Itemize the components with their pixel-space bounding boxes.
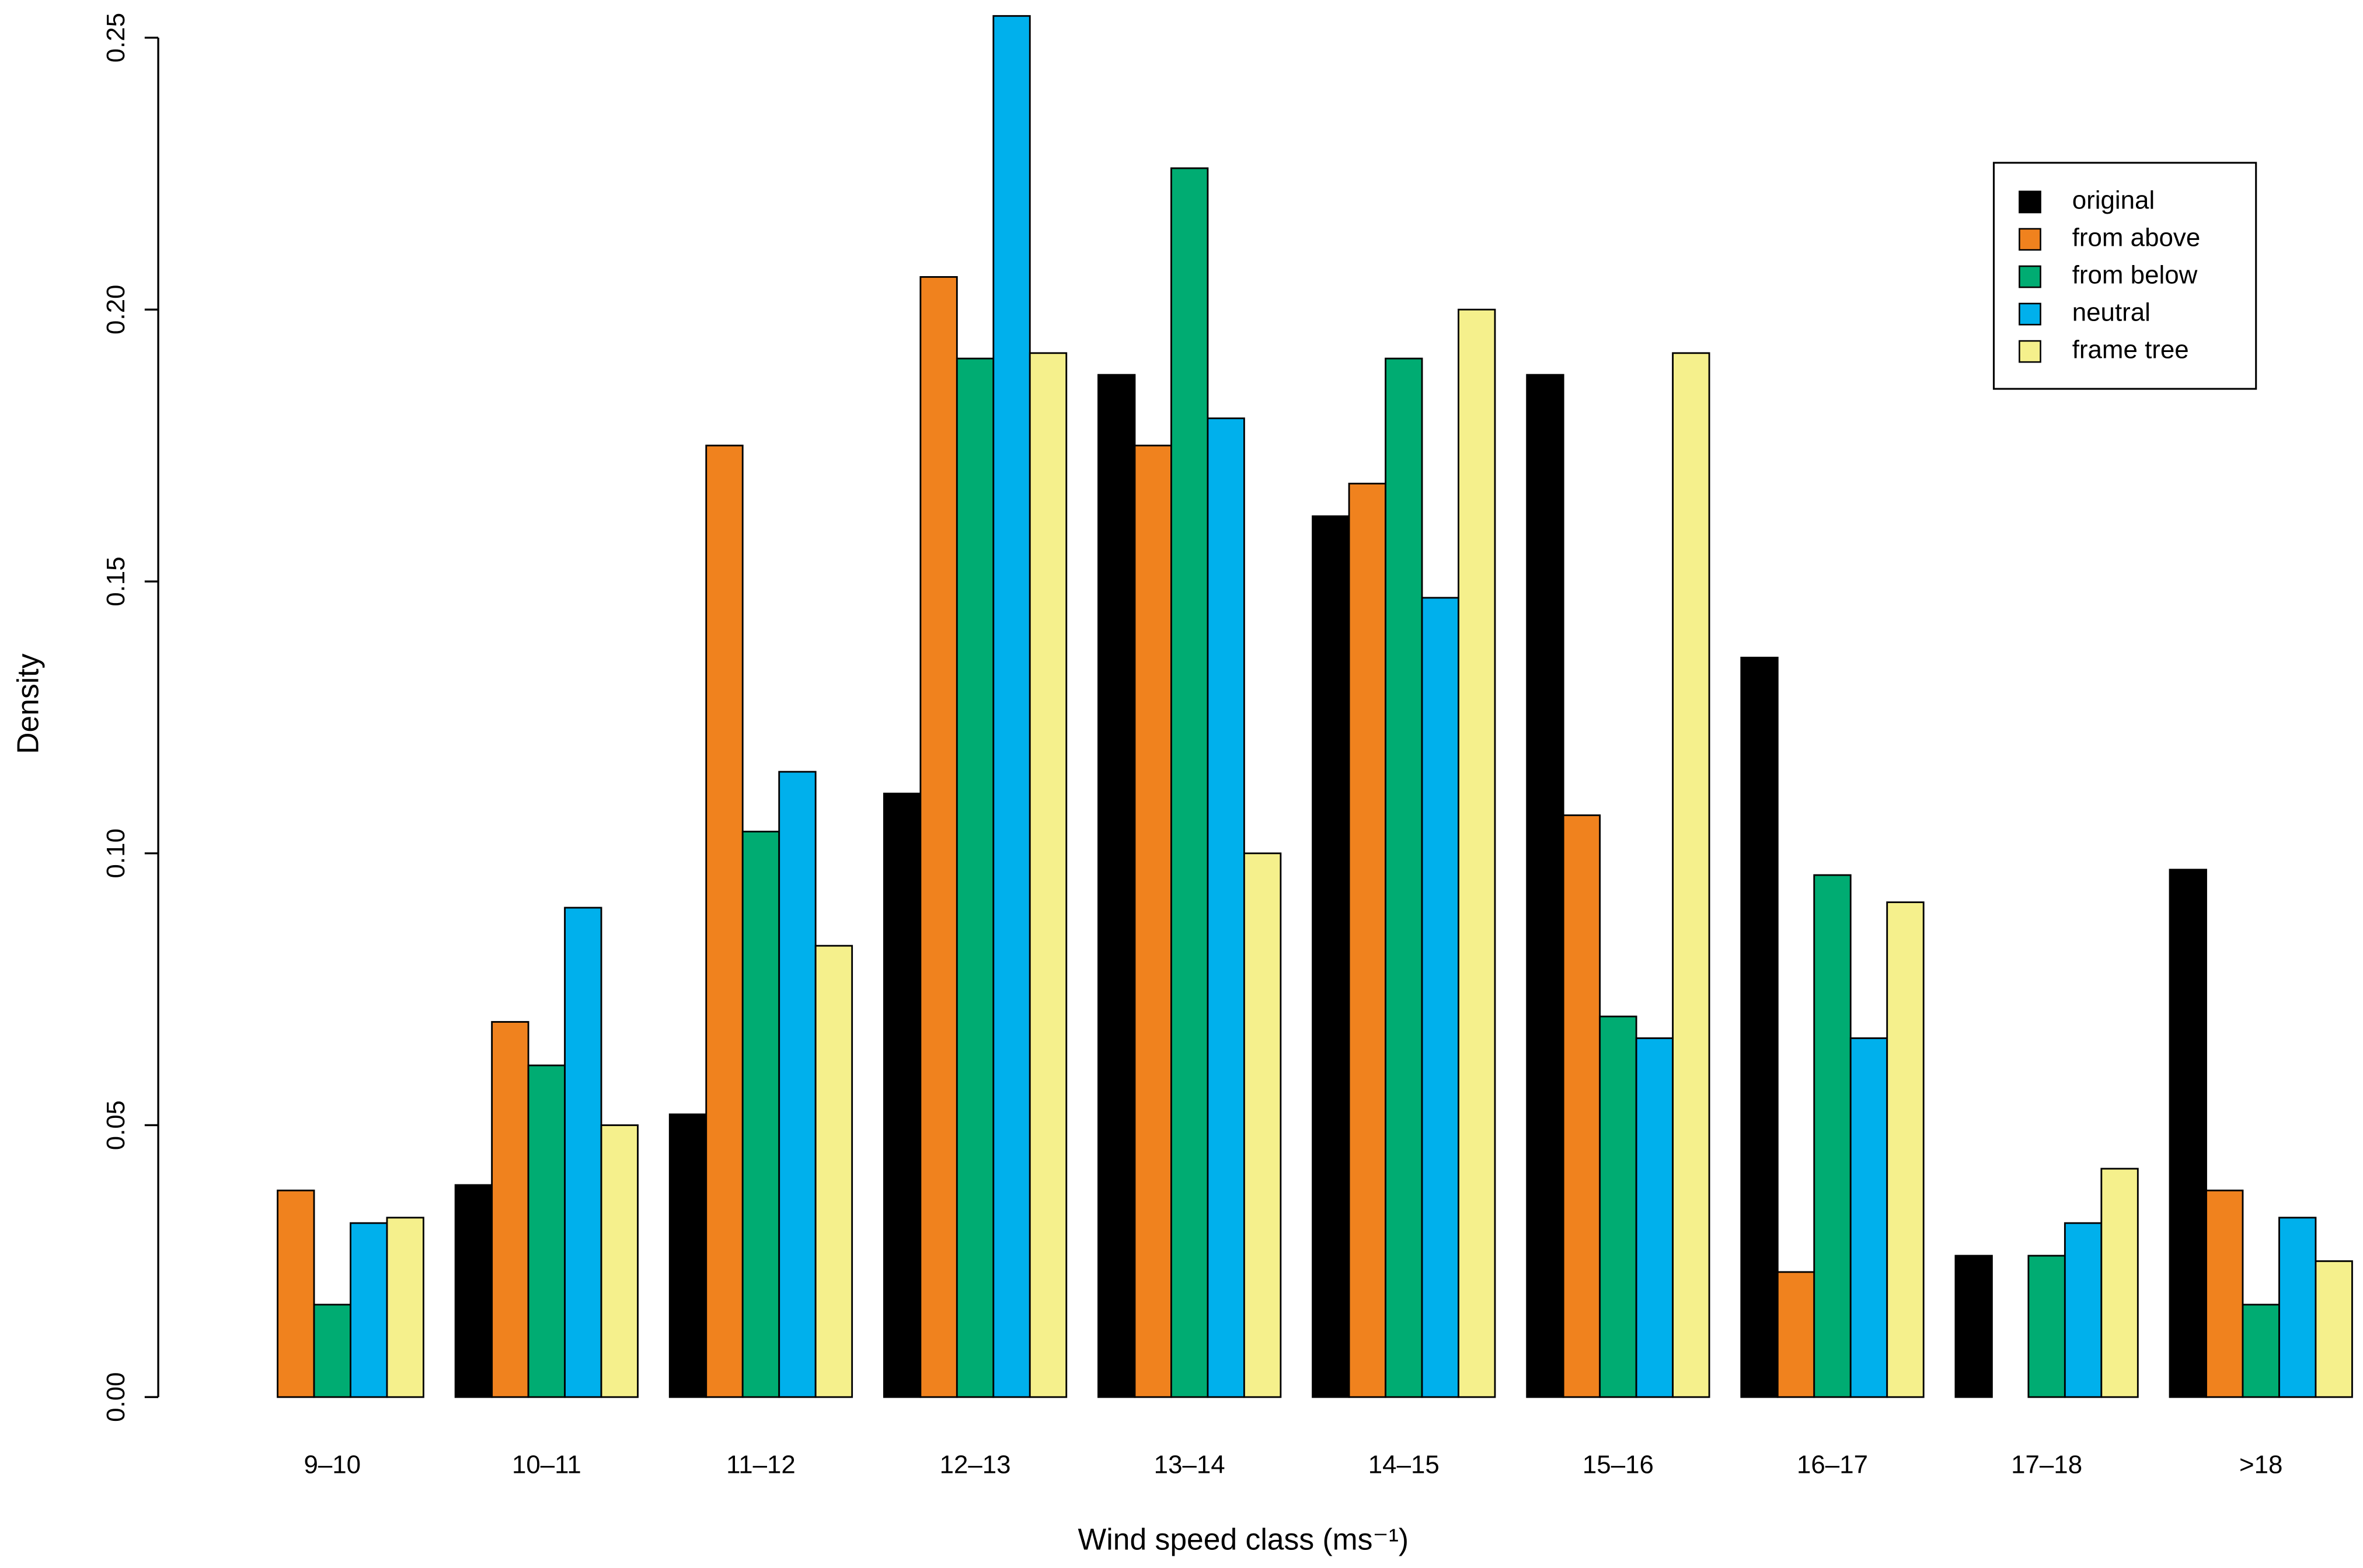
bar [1562,814,1601,1398]
bar [1954,1255,1993,1398]
bar [2315,1260,2353,1398]
bar [527,1064,566,1398]
bar [350,1222,388,1398]
legend-swatch [2019,302,2041,326]
y-tick-label: 0.10 [102,828,130,878]
bar [2064,1222,2103,1398]
bar [956,357,995,1398]
bar [277,1189,315,1398]
bar [2100,1168,2139,1398]
bar [491,1021,529,1398]
bar [2169,869,2207,1398]
legend-swatch [2019,228,2041,251]
legend-swatch [2019,340,2041,363]
bar [1207,417,1245,1398]
x-tick-label: 12–13 [940,1451,1011,1479]
legend-label: from above [2072,224,2200,252]
y-tick-label: 0.20 [102,285,130,334]
bar [1134,444,1172,1398]
bar [1458,308,1496,1398]
x-tick-label: >18 [2239,1451,2282,1479]
bar [386,1217,424,1398]
legend-label: frame tree [2072,336,2189,364]
bar [1312,515,1350,1398]
bar [1243,852,1282,1398]
y-tick-label: 0.25 [102,13,130,62]
legend-label: original [2072,186,2155,215]
x-tick-label: 9–10 [304,1451,361,1479]
bar [741,831,780,1398]
bar [1029,352,1068,1398]
bar [1776,1271,1815,1398]
bar [1740,657,1779,1398]
bar [668,1113,707,1398]
x-axis-title: Wind speed class (ms⁻¹) [1078,1522,1409,1556]
bar [600,1124,639,1398]
bar [2278,1217,2317,1398]
bar [2205,1189,2244,1398]
bar [1170,167,1209,1398]
bar [1599,1015,1637,1398]
bar [1348,482,1386,1398]
x-tick-label: 13–14 [1154,1451,1225,1479]
bar [814,945,853,1398]
bar [1813,874,1852,1398]
bar [992,15,1031,1398]
legend-label: from below [2072,261,2198,290]
x-tick-label: 11–12 [726,1451,796,1479]
y-tick-label: 0.15 [102,556,130,606]
bar [1635,1037,1674,1398]
bar [1385,357,1423,1398]
bar [919,276,958,1398]
bar [454,1184,493,1398]
bar [705,444,744,1398]
bar [1849,1037,1888,1398]
bar [2242,1304,2280,1398]
x-tick-label: 16–17 [1797,1451,1868,1479]
bar [1526,374,1564,1398]
bar [2027,1255,2066,1398]
bar [1421,597,1459,1398]
y-axis-title: Density [11,653,44,754]
x-tick-label: 17–18 [2011,1451,2082,1479]
bar [1886,901,1925,1398]
bar [564,907,602,1398]
legend-swatch [2019,265,2041,288]
bar [883,792,922,1398]
legend-label: neutral [2072,298,2151,327]
bar [313,1304,351,1398]
y-tick-label: 0.00 [102,1372,130,1422]
legend-swatch [2019,190,2041,214]
x-tick-label: 15–16 [1583,1451,1654,1479]
x-tick-label: 14–15 [1368,1451,1440,1479]
x-tick-label: 10–11 [512,1451,581,1479]
bar [778,771,817,1398]
y-tick-label: 0.05 [102,1100,130,1150]
bar [1097,374,1136,1398]
bar [1672,352,1710,1398]
